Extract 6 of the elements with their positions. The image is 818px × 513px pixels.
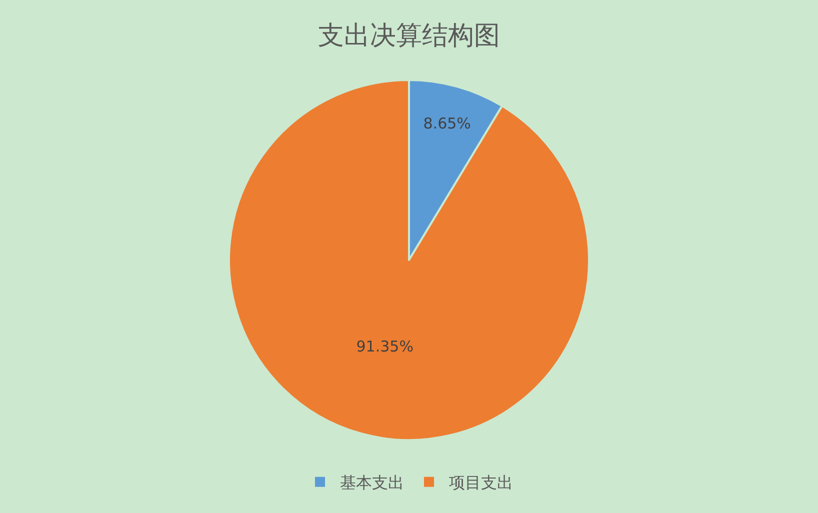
data-label: 91.35%: [356, 338, 414, 356]
legend-label: 项目支出: [449, 473, 513, 492]
legend-label: 基本支出: [340, 473, 404, 492]
data-label: 8.65%: [423, 114, 471, 132]
pie-slice: [228, 79, 590, 441]
chart-title: 支出决算结构图: [318, 21, 500, 52]
